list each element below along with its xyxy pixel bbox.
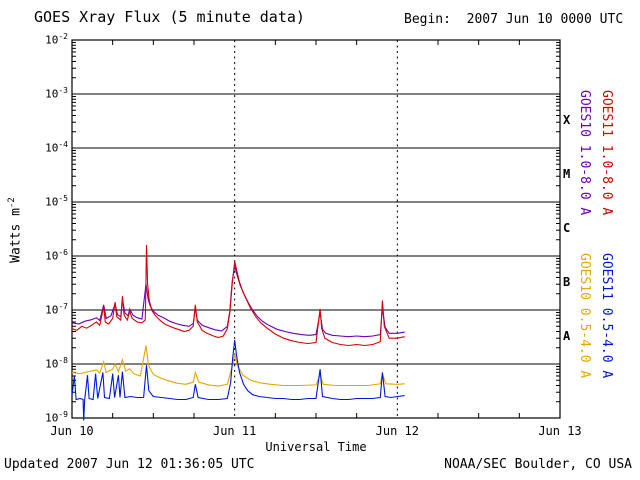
y-axis-title: Watts m-2 xyxy=(7,130,23,330)
y-axis-title-base: Watts m xyxy=(8,208,24,263)
y-tick-label: 10-9 xyxy=(45,410,68,425)
legend-goes10-short: GOES10 0.5-4.0 A xyxy=(577,253,592,379)
updated-timestamp: Updated 2007 Jun 12 01:36:05 UTC xyxy=(4,457,255,472)
begin-time-label: Begin: 2007 Jun 10 0000 UTC xyxy=(404,12,624,27)
y-tick-label: 10-2 xyxy=(45,32,68,47)
y-axis-title-exponent: -2 xyxy=(7,197,17,209)
x-tick-label: Jun 11 xyxy=(212,424,257,438)
y-tick-label: 10-6 xyxy=(45,248,68,263)
legend-goes11-short: GOES11 0.5-4.0 A xyxy=(599,253,614,379)
flare-class-letter-A: A xyxy=(563,329,571,343)
y-tick-label: 10-7 xyxy=(45,302,68,317)
flare-class-letter-C: C xyxy=(563,221,571,235)
flare-class-letter-M: M xyxy=(563,167,571,181)
plot-title: GOES Xray Flux (5 minute data) xyxy=(34,8,305,26)
x-axis-title: Universal Time xyxy=(265,440,367,454)
series-goes11-short xyxy=(71,339,405,421)
x-tick-label: Jun 12 xyxy=(375,424,419,438)
plot-border xyxy=(71,39,561,419)
y-tick-label: 10-4 xyxy=(45,140,68,155)
y-tick-label: 10-5 xyxy=(45,194,68,209)
legend-goes11-long: GOES11 1.0-8.0 A xyxy=(599,90,614,216)
series-goes10-short xyxy=(71,345,405,387)
legend-goes10-long: GOES10 1.0-8.0 A xyxy=(577,90,592,216)
y-tick-label: 10-3 xyxy=(45,86,68,101)
y-tick-label: 10-8 xyxy=(45,356,68,371)
series-goes11-long xyxy=(71,244,405,347)
flare-class-letter-X: X xyxy=(563,113,571,127)
x-tick-label: Jun 13 xyxy=(538,424,582,438)
credit-label: NOAA/SEC Boulder, CO USA xyxy=(444,457,632,472)
x-tick-label: Jun 10 xyxy=(50,424,94,438)
flare-class-letter-B: B xyxy=(563,275,571,289)
